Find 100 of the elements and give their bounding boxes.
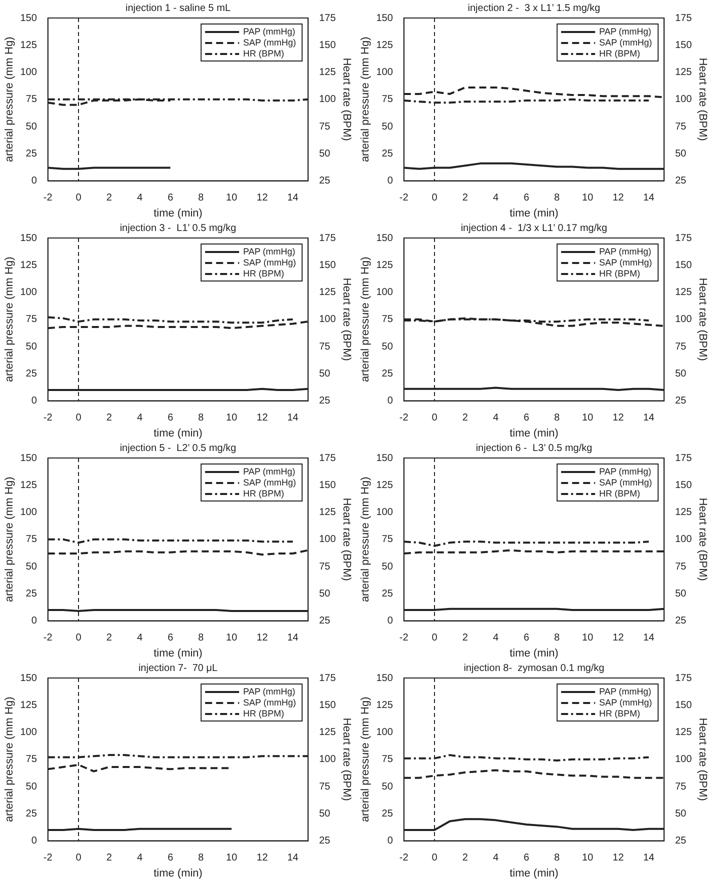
y-tick-label: 150 [20, 12, 38, 24]
x-tick-label: 4 [492, 632, 499, 644]
y-tick-label: 25 [382, 588, 394, 600]
x-tick-label: -2 [399, 412, 409, 424]
y-tick-label: 25 [382, 368, 394, 380]
y2-tick-label: 50 [319, 368, 331, 380]
x-axis-title: time (min) [154, 647, 202, 660]
x-tick-label: 12 [256, 192, 268, 204]
y2-tick-label: 75 [319, 781, 331, 792]
x-tick-label: 12 [612, 412, 624, 424]
y2-tick-label: 175 [319, 452, 336, 464]
y-tick-label: 75 [26, 754, 38, 766]
y-tick-label: 0 [31, 396, 38, 407]
y-tick-label: 125 [376, 40, 394, 51]
x-tick-label: 4 [492, 192, 499, 204]
y-tick-label: 25 [26, 808, 38, 820]
x-tick-label: 0 [76, 412, 82, 424]
y-tick-label: 150 [376, 452, 394, 464]
x-tick-label: 10 [226, 412, 238, 424]
y-tick-label: 125 [20, 480, 38, 491]
y2-axis-title: Heart rate (BPM) [696, 58, 708, 141]
x-tick-label: 0 [432, 412, 438, 424]
chart-title: injection 3 - L1’ 0.5 mg/kg [120, 222, 236, 234]
x-tick-label: 6 [168, 412, 174, 424]
y2-tick-label: 25 [319, 616, 331, 627]
legend-label: PAP (mmHg) [599, 686, 652, 696]
y2-tick-label: 75 [675, 561, 687, 572]
legend-label: HR (BPM) [599, 268, 640, 278]
x-tick-label: 12 [612, 852, 624, 864]
y-tick-label: 150 [20, 672, 38, 684]
y-tick-label: 25 [26, 368, 38, 380]
y-tick-label: 75 [382, 754, 394, 766]
y2-tick-label: 125 [675, 287, 692, 298]
y2-axis-title: Heart rate (BPM) [696, 718, 708, 801]
x-tick-label: 8 [554, 412, 560, 424]
y2-axis-title: Heart rate (BPM) [340, 498, 352, 581]
x-tick-label: 8 [198, 412, 204, 424]
y-tick-label: 50 [26, 121, 38, 132]
x-tick-label: 14 [643, 852, 655, 864]
y2-axis-title: Heart rate (BPM) [340, 718, 352, 801]
x-axis-title: time (min) [510, 207, 558, 220]
x-tick-label: 14 [643, 192, 655, 204]
x-tick-label: 12 [256, 412, 268, 424]
x-tick-label: 8 [198, 192, 204, 204]
y2-tick-label: 25 [319, 396, 331, 407]
y2-tick-label: 150 [675, 700, 692, 711]
x-tick-label: 0 [432, 632, 438, 644]
x-tick-label: -2 [43, 192, 53, 204]
x-tick-label: 12 [256, 632, 268, 644]
y-tick-label: 50 [26, 561, 38, 572]
y2-tick-label: 75 [675, 121, 687, 132]
y2-tick-label: 125 [675, 507, 692, 518]
x-tick-label: 12 [256, 852, 268, 864]
y2-tick-label: 175 [319, 232, 336, 244]
y-tick-label: 125 [20, 40, 38, 51]
y2-tick-label: 50 [319, 588, 331, 600]
y2-tick-label: 25 [675, 836, 687, 847]
y2-tick-label: 75 [675, 341, 687, 352]
x-tick-label: 0 [432, 192, 438, 204]
x-tick-label: 14 [287, 412, 299, 424]
x-tick-label: 6 [524, 852, 530, 864]
y2-tick-label: 125 [675, 727, 692, 738]
y-tick-label: 0 [387, 616, 394, 627]
y2-tick-label: 175 [319, 12, 336, 24]
y-tick-label: 125 [376, 700, 394, 711]
x-tick-label: 2 [106, 852, 112, 864]
x-axis-title: time (min) [510, 647, 558, 660]
y-tick-label: 50 [382, 341, 394, 352]
chart-title: injection 4 - 1/3 x L1’ 0.17 mg/kg [460, 222, 608, 234]
y-tick-label: 125 [376, 480, 394, 491]
x-tick-label: 4 [136, 412, 143, 424]
y2-tick-label: 25 [319, 836, 331, 847]
y2-tick-label: 150 [319, 260, 336, 271]
y2-tick-label: 100 [319, 94, 336, 106]
y-tick-label: 25 [382, 808, 394, 820]
y2-tick-label: 125 [319, 507, 336, 518]
chart-title: injection 1 - saline 5 mL [125, 2, 231, 14]
y-tick-label: 150 [376, 12, 394, 24]
y2-axis-title: Heart rate (BPM) [340, 58, 352, 141]
x-tick-label: -2 [399, 852, 409, 864]
y2-tick-label: 125 [319, 67, 336, 78]
x-tick-label: 10 [582, 632, 594, 644]
y-tick-label: 150 [20, 232, 38, 244]
y2-tick-label: 25 [319, 176, 331, 187]
y-tick-label: 0 [387, 176, 394, 187]
y-tick-label: 0 [31, 176, 38, 187]
x-tick-label: -2 [399, 192, 409, 204]
x-tick-label: 2 [462, 412, 468, 424]
y-tick-label: 100 [20, 287, 38, 298]
y2-tick-label: 50 [319, 148, 331, 160]
legend-label: HR (BPM) [243, 48, 284, 58]
x-tick-label: 2 [106, 632, 112, 644]
y2-tick-label: 50 [319, 808, 331, 820]
y-axis-title: arterial pressure (mm Hg) [360, 476, 372, 602]
y2-axis-title: Heart rate (BPM) [696, 278, 708, 361]
y2-tick-label: 150 [319, 40, 336, 51]
legend-label: SAP (mmHg) [243, 257, 296, 268]
y2-tick-label: 50 [675, 368, 687, 380]
x-tick-label: 6 [168, 192, 174, 204]
y2-tick-label: 75 [319, 121, 331, 132]
